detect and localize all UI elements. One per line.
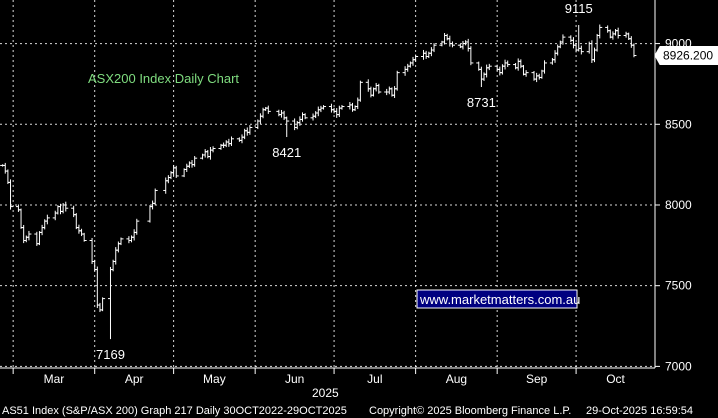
annotation-8731: 8731 — [467, 95, 496, 110]
ohlc-bar — [210, 146, 216, 153]
month-label-aug: Aug — [446, 372, 467, 386]
ohlc-bar — [578, 45, 584, 55]
month-label-apr: Apr — [125, 372, 144, 386]
ohlc-bar — [44, 214, 50, 225]
ohlc-bar — [173, 165, 179, 178]
ohlc-bar — [468, 46, 474, 66]
ohlc-bar — [134, 218, 140, 235]
watermark-link[interactable]: www.marketmatters.com.au — [419, 292, 580, 307]
annotations: 7169 8421 8731 9115 — [96, 1, 593, 362]
ohlc-bar — [357, 80, 363, 102]
ohlc-bar — [542, 60, 548, 74]
ytick-label-8000: 8000 — [665, 198, 692, 212]
ohlc-bar — [615, 27, 621, 39]
last-value-label: 8926.200 — [663, 48, 713, 62]
ohlc-bar — [100, 297, 106, 312]
ohlc-bar — [192, 156, 198, 167]
ohlc-bar — [265, 105, 271, 114]
ohlc-bar — [302, 113, 308, 120]
ohlc-bar — [247, 125, 253, 135]
month-label-jul: Jul — [367, 372, 382, 386]
ytick-label-7500: 7500 — [665, 279, 692, 293]
annotation-7169: 7169 — [96, 347, 125, 362]
ohlc-bar — [118, 237, 124, 246]
ohlc-bar — [284, 116, 290, 138]
ohlc-bar — [228, 136, 234, 146]
ohlc-bar — [394, 70, 400, 91]
month-label-oct: Oct — [606, 372, 625, 386]
ohlc-bar — [26, 230, 32, 241]
watermark[interactable]: www.marketmatters.com.au — [416, 289, 580, 309]
watermark-box — [416, 289, 578, 309]
chart-title: ASX200 Index Daily Chart — [88, 71, 239, 86]
ohlc-bar — [486, 63, 492, 71]
month-label-may: May — [203, 372, 226, 386]
ohlc-bar — [81, 232, 87, 242]
ohlc-bar — [152, 188, 158, 206]
month-label-mar: Mar — [44, 372, 65, 386]
ytick-label-7000: 7000 — [665, 359, 692, 373]
annotation-9115: 9115 — [565, 1, 593, 16]
month-label-jun: Jun — [285, 372, 304, 386]
ohlc-bar — [321, 105, 327, 110]
year-label: 2025 — [312, 386, 339, 400]
ohlc-bar — [63, 201, 69, 212]
ytick-label-8500: 8500 — [665, 117, 692, 131]
price-bars — [0, 24, 637, 340]
last-value-marker — [654, 45, 718, 65]
ohlc-bar — [8, 179, 14, 210]
ohlc-bar — [376, 83, 382, 94]
ohlc-bar — [523, 70, 529, 77]
month-label-sep: Sep — [526, 372, 548, 386]
ohlc-bar — [597, 24, 603, 39]
ohlc-bar — [631, 43, 637, 58]
ohlc-bar — [449, 41, 455, 48]
ohlc-bar — [413, 54, 419, 62]
ohlc-bar — [560, 34, 566, 45]
ohlc-bar — [339, 104, 345, 110]
footer-timestamp: 29-Oct-2025 16:59:54 — [586, 405, 693, 417]
footer-copyright: Copyright© 2025 Bloomberg Finance L.P. — [369, 405, 571, 417]
footer-source: AS51 Index (S&P/ASX 200) Graph 217 Daily… — [2, 405, 347, 417]
ohlc-bar — [431, 43, 437, 53]
annotation-8421: 8421 — [272, 145, 301, 160]
ohlc-bar — [505, 60, 511, 67]
